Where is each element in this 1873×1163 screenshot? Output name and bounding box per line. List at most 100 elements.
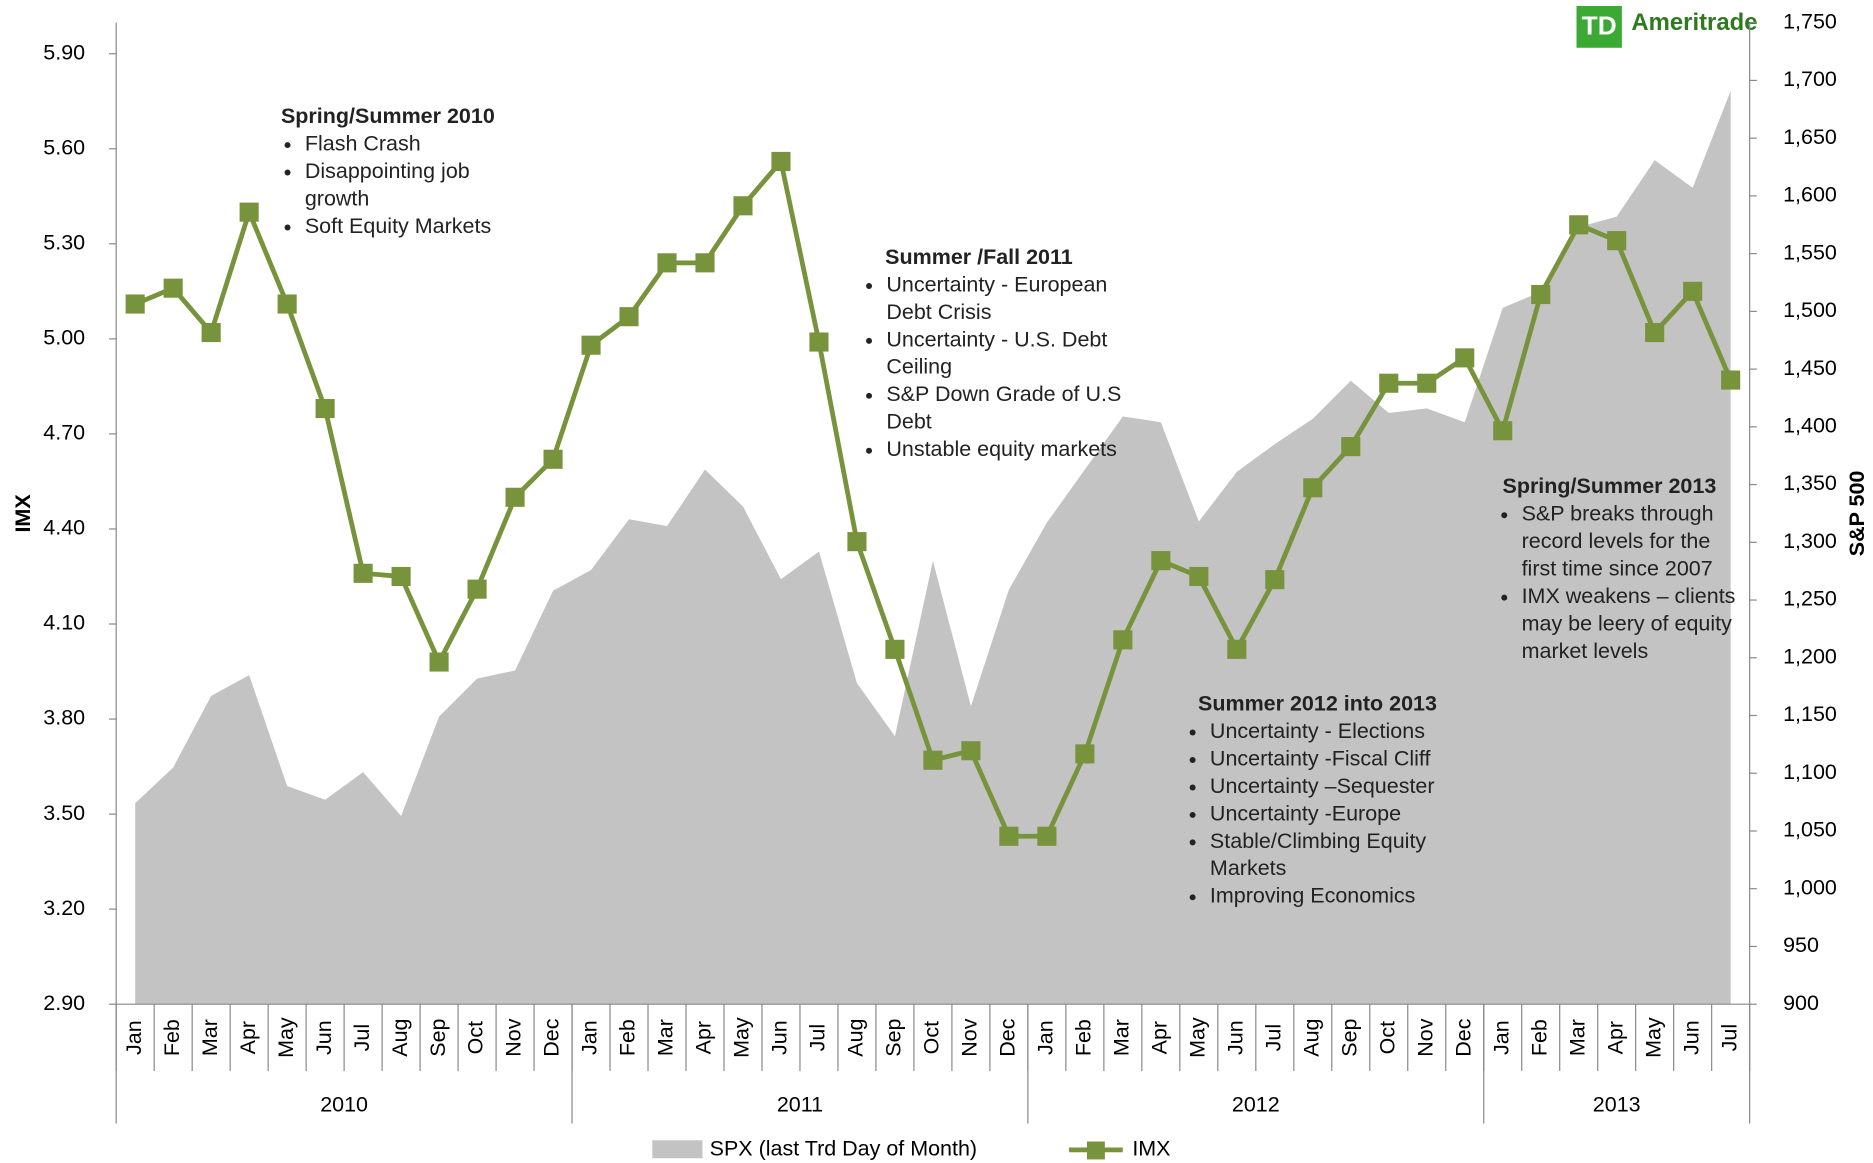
- x-tick-label: Feb: [1527, 1019, 1551, 1056]
- y-tick-label: 3.80: [43, 706, 85, 730]
- imx-marker: [315, 399, 335, 419]
- imx-marker: [1379, 373, 1399, 393]
- x-tick-label: Jun: [768, 1020, 792, 1055]
- x-tick-label: Oct: [920, 1021, 944, 1054]
- imx-marker: [1265, 570, 1285, 590]
- x-tick-label: Sep: [1337, 1018, 1361, 1056]
- imx-marker: [1037, 826, 1057, 846]
- imx-marker: [1075, 744, 1095, 764]
- annotation-item: Flash Crash: [305, 130, 496, 157]
- y-tick-label: 3.20: [43, 896, 85, 920]
- annotation-list: Uncertainty - European Debt CrisisUncert…: [862, 271, 1143, 463]
- imx-marker: [961, 741, 981, 761]
- imx-marker: [391, 566, 411, 587]
- imx-marker: [1113, 630, 1133, 650]
- x-tick-label: Oct: [1375, 1021, 1399, 1054]
- y2-tick-label: 1,600: [1783, 183, 1837, 207]
- imx-marker: [581, 335, 601, 355]
- annotation-item: Uncertainty -Fiscal Cliff: [1210, 745, 1473, 772]
- y-tick-label: 5.60: [43, 135, 85, 159]
- x-tick-label: Mar: [1110, 1019, 1134, 1056]
- imx-marker: [1683, 281, 1703, 301]
- annotation-item: Improving Economics: [1210, 882, 1473, 909]
- annotation-item: Stable/Climbing Equity Markets: [1210, 827, 1473, 882]
- x-tick-label: Nov: [958, 1018, 982, 1056]
- imx-marker: [1721, 370, 1741, 390]
- y2-tick-label: 1,400: [1783, 414, 1837, 438]
- annotation-title: Summer 2012 into 2013: [1197, 691, 1437, 716]
- year-label: 2010: [320, 1092, 368, 1116]
- logo-text: Ameritrade: [1631, 9, 1757, 36]
- imx-marker: [125, 294, 145, 314]
- x-tick-label: Nov: [1413, 1018, 1437, 1056]
- imx-marker: [1531, 284, 1551, 305]
- imx-marker: [771, 151, 791, 172]
- imx-marker: [619, 307, 639, 327]
- x-tick-label: Aug: [388, 1019, 412, 1057]
- y2-tick-label: 1,150: [1783, 702, 1837, 726]
- imx-marker: [429, 652, 449, 672]
- imx-marker: [885, 639, 905, 659]
- imx-marker: [809, 332, 829, 352]
- y2-axis-label: S&P 500: [1845, 471, 1869, 557]
- y-tick-label: 5.90: [43, 40, 85, 64]
- imx-marker: [353, 563, 373, 583]
- x-tick-label: Jul: [350, 1024, 374, 1051]
- imx-marker: [277, 294, 297, 314]
- imx-marker: [163, 278, 183, 298]
- x-tick-label: Dec: [996, 1018, 1020, 1056]
- y2-tick-label: 1,200: [1783, 644, 1837, 668]
- x-tick-label: Apr: [236, 1021, 260, 1054]
- x-tick-label: Jan: [1489, 1020, 1513, 1055]
- annotation-list: S&P breaks through record levels for the…: [1498, 500, 1737, 665]
- imx-marker: [201, 322, 221, 343]
- y-axis-label: IMX: [11, 494, 35, 533]
- x-tick-label: Feb: [1072, 1019, 1096, 1056]
- imx-marker: [733, 196, 753, 216]
- x-tick-label: Sep: [426, 1018, 450, 1056]
- x-tick-label: Feb: [160, 1019, 184, 1056]
- annotation-title: Summer /Fall 2011: [885, 244, 1073, 269]
- annotation-box: Spring/Summer 2010Flash CrashDisappointi…: [281, 103, 496, 240]
- x-tick-label: Jun: [312, 1020, 336, 1055]
- logo-mark: TD: [1582, 10, 1617, 40]
- x-tick-label: Jun: [1223, 1020, 1247, 1055]
- x-tick-label: May: [274, 1017, 298, 1058]
- x-tick-label: Jul: [1261, 1024, 1285, 1051]
- x-tick-label: Sep: [882, 1018, 906, 1056]
- imx-marker: [1455, 348, 1475, 368]
- annotation: Summer /Fall 2011Uncertainty - European …: [862, 244, 1143, 507]
- y2-tick-label: 950: [1783, 933, 1819, 957]
- imx-marker: [847, 532, 867, 552]
- annotation: Summer 2012 into 2013Uncertainty - Elect…: [1186, 690, 1473, 953]
- x-tick-label: May: [1641, 1017, 1665, 1058]
- imx-marker: [1569, 215, 1589, 235]
- year-label: 2011: [777, 1092, 823, 1116]
- y2-tick-label: 900: [1783, 991, 1819, 1015]
- x-tick-label: Apr: [1148, 1021, 1172, 1054]
- x-tick-label: Mar: [1565, 1019, 1589, 1056]
- legend-swatch: [652, 1140, 703, 1159]
- annotation-item: Uncertainty - Elections: [1210, 718, 1473, 745]
- annotation-item: S&P Down Grade of U.S Debt: [886, 381, 1143, 436]
- imx-marker: [1303, 478, 1323, 498]
- year-label: 2012: [1232, 1092, 1280, 1116]
- annotation-item: IMX weakens – clients may be leery of eq…: [1522, 583, 1737, 665]
- imx-marker: [1645, 322, 1665, 343]
- y2-tick-label: 1,700: [1783, 67, 1837, 91]
- y-tick-label: 4.70: [43, 421, 85, 445]
- y2-tick-label: 1,300: [1783, 529, 1837, 553]
- x-tick-label: Apr: [692, 1021, 716, 1054]
- x-tick-label: Jan: [122, 1020, 146, 1055]
- y2-tick-label: 1,350: [1783, 471, 1837, 495]
- imx-marker: [695, 253, 715, 273]
- x-tick-label: Jan: [578, 1020, 602, 1055]
- y2-tick-label: 1,750: [1783, 9, 1837, 33]
- annotation-item: Uncertainty - European Debt Crisis: [886, 271, 1143, 326]
- imx-marker: [467, 579, 487, 599]
- annotation-list: Uncertainty - ElectionsUncertainty -Fisc…: [1186, 718, 1473, 910]
- imx-marker: [543, 449, 563, 469]
